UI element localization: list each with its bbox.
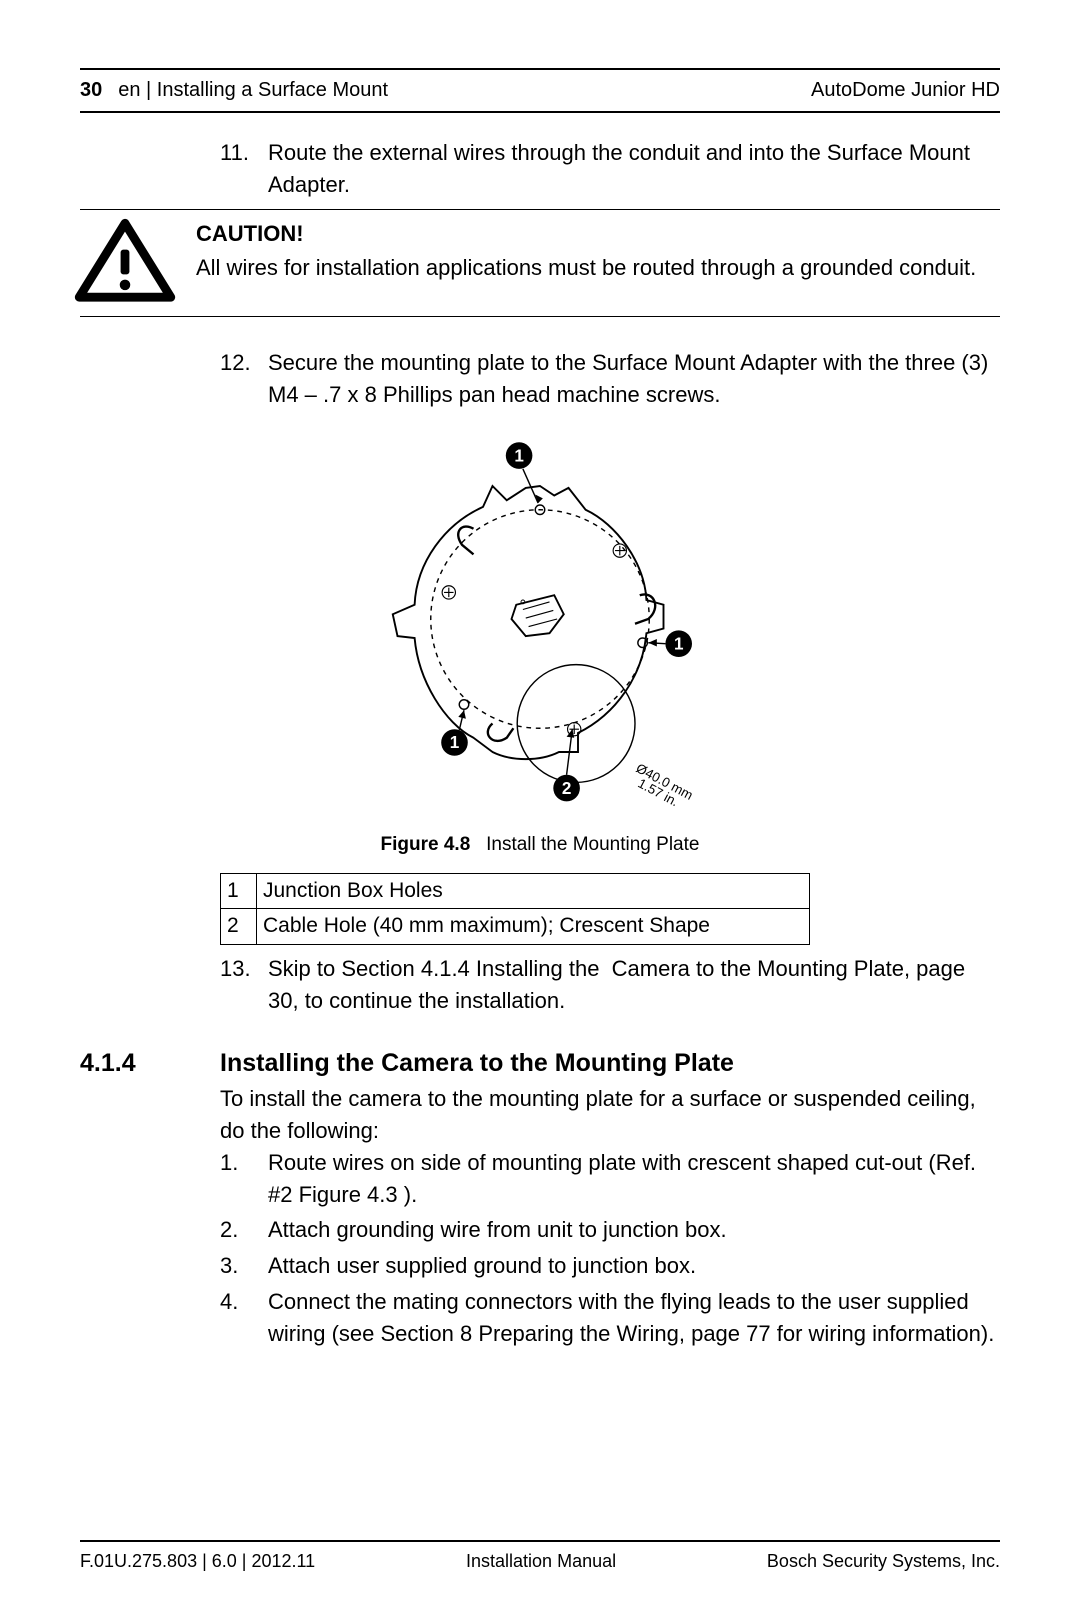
mounting-plate-diagram: 1 1 1 2 Ø40.0 mm 1.57 in.: [350, 429, 730, 809]
step-13-text: Skip to Section 4.1.4 Installing the Cam…: [268, 953, 1000, 1017]
section-title: Installing the Camera to the Mounting Pl…: [220, 1045, 734, 1081]
page-number: 30: [80, 76, 102, 105]
list-item: 1. Route wires on side of mounting plate…: [220, 1147, 1000, 1211]
caution-box: CAUTION! All wires for installation appl…: [80, 209, 1000, 317]
section-intro: To install the camera to the mounting pl…: [220, 1083, 1000, 1147]
item-1-text: Route wires on side of mounting plate wi…: [268, 1147, 1000, 1211]
list-item: 4. Connect the mating connectors with th…: [220, 1286, 1000, 1350]
caution-content: CAUTION! All wires for installation appl…: [196, 218, 1000, 284]
table-row: 2 Cable Hole (40 mm maximum); Crescent S…: [221, 909, 810, 944]
list-item: 3. Attach user supplied ground to juncti…: [220, 1250, 1000, 1282]
item-3-num: 3.: [220, 1250, 268, 1282]
table-row: 1 Junction Box Holes: [221, 874, 810, 909]
page-footer: F.01U.275.803 | 6.0 | 2012.11 Installati…: [80, 1540, 1000, 1574]
caution-text: All wires for installation applications …: [196, 252, 1000, 284]
step-13-num: 13.: [220, 953, 268, 1017]
figure-4-8: 1 1 1 2 Ø40.0 mm 1.57 in. Figure 4.8 Ins…: [80, 429, 1000, 859]
legend-table: 1 Junction Box Holes 2 Cable Hole (40 mm…: [220, 873, 810, 945]
section-num: 4.1.4: [80, 1045, 220, 1081]
footer-right: Bosch Security Systems, Inc.: [767, 1548, 1000, 1574]
legend-wrap: 1 Junction Box Holes 2 Cable Hole (40 mm…: [220, 873, 1000, 945]
marker-1b: 1: [674, 634, 684, 653]
item-3-text: Attach user supplied ground to junction …: [268, 1250, 1000, 1282]
header-product: AutoDome Junior HD: [811, 76, 1000, 105]
figure-caption-text: Install the Mounting Plate: [486, 834, 699, 855]
marker-1c: 1: [450, 733, 460, 752]
step-11: 11. Route the external wires through the…: [220, 137, 1000, 201]
list-item: 2. Attach grounding wire from unit to ju…: [220, 1214, 1000, 1246]
caution-icon: [70, 218, 180, 306]
header-section: en | Installing a Surface Mount: [118, 76, 388, 105]
step-12-text: Secure the mounting plate to the Surface…: [268, 347, 1000, 411]
header-left: 30 en | Installing a Surface Mount: [80, 76, 388, 105]
item-4-text: Connect the mating connectors with the f…: [268, 1286, 1000, 1350]
legend-row1-text: Junction Box Holes: [257, 874, 810, 909]
item-1-num: 1.: [220, 1147, 268, 1211]
step-11-text: Route the external wires through the con…: [268, 137, 1000, 201]
item-2-text: Attach grounding wire from unit to junct…: [268, 1214, 1000, 1246]
section-steps: 1. Route wires on side of mounting plate…: [220, 1147, 1000, 1350]
legend-row2-text: Cable Hole (40 mm maximum); Crescent Sha…: [257, 909, 810, 944]
legend-row1-num: 1: [221, 874, 257, 909]
caution-title: CAUTION!: [196, 218, 1000, 250]
item-4-num: 4.: [220, 1286, 268, 1350]
figure-caption: Figure 4.8 Install the Mounting Plate: [80, 831, 1000, 859]
footer-left: F.01U.275.803 | 6.0 | 2012.11: [80, 1548, 315, 1574]
legend-row2-num: 2: [221, 909, 257, 944]
step-11-num: 11.: [220, 137, 268, 201]
footer-center: Installation Manual: [466, 1548, 616, 1574]
step-12: 12. Secure the mounting plate to the Sur…: [220, 347, 1000, 411]
figure-caption-label: Figure 4.8: [381, 834, 471, 855]
section-4-1-4-heading: 4.1.4 Installing the Camera to the Mount…: [80, 1045, 1000, 1081]
page-header: 30 en | Installing a Surface Mount AutoD…: [80, 68, 1000, 113]
item-2-num: 2.: [220, 1214, 268, 1246]
marker-1a: 1: [514, 446, 524, 465]
step-13: 13. Skip to Section 4.1.4 Installing the…: [220, 953, 1000, 1017]
marker-2: 2: [562, 778, 572, 797]
step-12-num: 12.: [220, 347, 268, 411]
